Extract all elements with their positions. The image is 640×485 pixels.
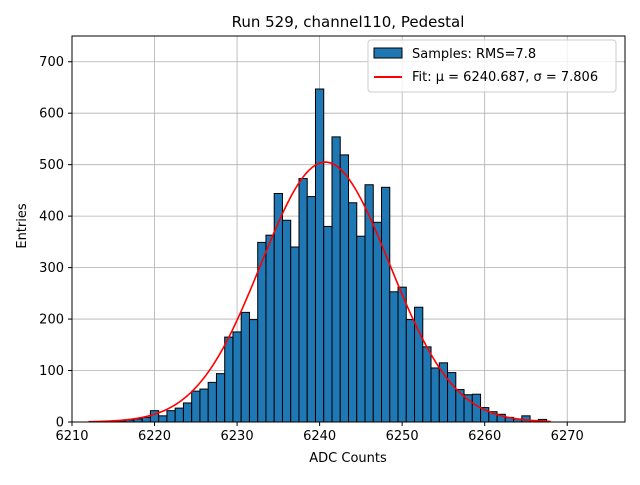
y-tick-label: 200 bbox=[39, 313, 64, 328]
legend-label-samples: Samples: RMS=7.8 bbox=[412, 47, 536, 62]
histogram-bar bbox=[215, 373, 226, 423]
histogram-bar bbox=[356, 235, 366, 423]
x-tick-label: 6210 bbox=[55, 429, 88, 444]
x-tick-label: 6220 bbox=[138, 429, 171, 444]
x-axis-ticks: 6210 6220 6230 6240 6250 6260 6270 bbox=[55, 422, 584, 444]
histogram-bar bbox=[323, 225, 333, 423]
histogram-bar bbox=[405, 319, 416, 423]
x-axis-label: ADC Counts bbox=[309, 451, 387, 466]
histogram-bar bbox=[290, 246, 300, 423]
x-tick-label: 6230 bbox=[221, 429, 254, 444]
y-axis-label: Entries bbox=[15, 203, 30, 249]
histogram-bar bbox=[207, 381, 217, 423]
y-tick-label: 0 bbox=[56, 416, 64, 431]
histogram-bar bbox=[306, 196, 316, 423]
histogram-bar bbox=[372, 221, 383, 423]
histogram-bar bbox=[191, 390, 201, 423]
legend: Samples: RMS=7.8 Fit: μ = 6240.687, σ = … bbox=[367, 39, 617, 93]
histogram-bar bbox=[339, 154, 350, 423]
histogram-bar bbox=[397, 286, 407, 423]
histogram-bar bbox=[182, 402, 193, 423]
histogram-bar bbox=[166, 410, 176, 423]
histogram-bar bbox=[232, 331, 242, 423]
histogram-bar bbox=[158, 415, 168, 423]
y-tick-label: 100 bbox=[39, 364, 64, 379]
histogram-bar bbox=[331, 136, 341, 423]
x-tick-label: 6270 bbox=[551, 429, 584, 444]
histogram-bar bbox=[438, 362, 449, 423]
legend-swatch-samples bbox=[373, 47, 403, 59]
legend-box bbox=[367, 39, 617, 93]
plot-frame bbox=[71, 35, 626, 423]
y-tick-label: 600 bbox=[39, 107, 64, 122]
histogram-bar bbox=[149, 410, 160, 423]
x-tick-label: 6250 bbox=[386, 429, 419, 444]
histogram-bar bbox=[141, 416, 151, 423]
legend-label-fit: Fit: μ = 6240.687, σ = 7.806 bbox=[412, 70, 598, 85]
histogram-bars bbox=[92, 88, 548, 423]
x-tick-label: 6260 bbox=[468, 429, 501, 444]
histogram-bar bbox=[199, 388, 209, 423]
histogram-bar bbox=[422, 346, 432, 423]
histogram-bar bbox=[174, 407, 184, 423]
histogram-bar bbox=[471, 393, 482, 423]
histogram-bar bbox=[240, 311, 250, 423]
histogram-bar bbox=[265, 234, 275, 423]
histogram-bar bbox=[224, 336, 234, 423]
y-tick-label: 700 bbox=[39, 55, 64, 70]
y-axis-ticks: 0 100 200 300 400 500 600 700 bbox=[39, 55, 72, 431]
histogram-bar bbox=[348, 202, 358, 423]
histogram-bar bbox=[389, 291, 399, 423]
histogram-bar bbox=[430, 367, 440, 423]
histogram-bar bbox=[248, 319, 259, 423]
histogram-bar bbox=[281, 219, 292, 423]
y-tick-label: 300 bbox=[39, 261, 64, 276]
histogram-bar bbox=[381, 186, 391, 423]
fit-curve-group bbox=[88, 161, 551, 423]
chart-title: Run 529, channel110, Pedestal bbox=[232, 13, 465, 31]
y-tick-label: 400 bbox=[39, 210, 64, 225]
fit-curve bbox=[88, 161, 551, 423]
y-tick-label: 500 bbox=[39, 158, 64, 173]
x-tick-label: 6240 bbox=[303, 429, 336, 444]
histogram-bar bbox=[314, 88, 325, 423]
histogram-bar bbox=[298, 178, 308, 423]
